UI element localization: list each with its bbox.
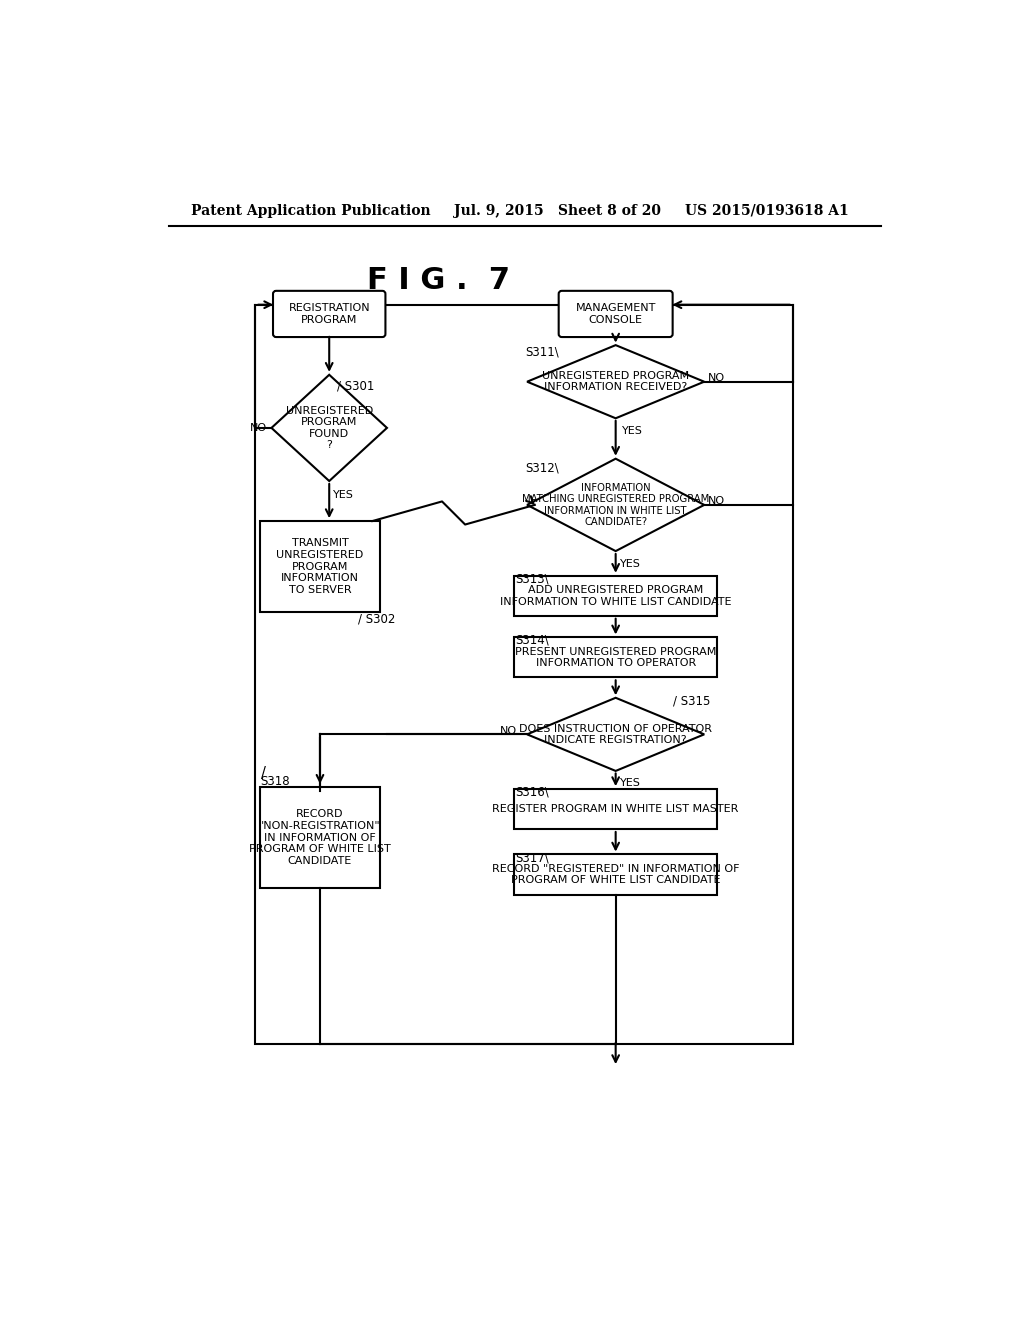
Text: Jul. 9, 2015: Jul. 9, 2015 [454,203,544,218]
Bar [255,305,793,1044]
Text: S318: S318 [260,775,290,788]
Text: NO: NO [708,496,725,506]
Text: REGISTRATION
PROGRAM: REGISTRATION PROGRAM [289,304,370,325]
FancyBboxPatch shape [559,290,673,337]
Text: TRANSMIT
UNREGISTERED
PROGRAM
INFORMATION
TO SERVER: TRANSMIT UNREGISTERED PROGRAM INFORMATIO… [276,539,364,595]
Text: / S302: / S302 [358,612,396,626]
Polygon shape [527,698,705,771]
Text: NO: NO [708,372,725,383]
Text: S312\: S312\ [524,462,558,474]
Bar [514,638,717,677]
Bar [514,789,717,829]
Text: US 2015/0193618 A1: US 2015/0193618 A1 [685,203,849,218]
Polygon shape [527,345,705,418]
Polygon shape [527,459,705,552]
Text: / S301: / S301 [337,379,375,392]
Text: Patent Application Publication: Patent Application Publication [190,203,430,218]
Text: NO: NO [250,422,267,433]
Text: YES: YES [333,490,354,500]
Bar [514,576,717,615]
Text: RECORD "REGISTERED" IN INFORMATION OF
PROGRAM OF WHITE LIST CANDIDATE: RECORD "REGISTERED" IN INFORMATION OF PR… [492,863,739,886]
Text: REGISTER PROGRAM IN WHITE LIST MASTER: REGISTER PROGRAM IN WHITE LIST MASTER [493,804,739,814]
Text: RECORD
"NON-REGISTRATION"
IN INFORMATION OF
PROGRAM OF WHITE LIST
CANDIDATE: RECORD "NON-REGISTRATION" IN INFORMATION… [249,809,391,866]
Text: S317\: S317\ [515,851,549,865]
Text: F I G .  7: F I G . 7 [367,265,510,294]
Text: MANAGEMENT
CONSOLE: MANAGEMENT CONSOLE [575,304,655,325]
FancyBboxPatch shape [273,290,385,337]
Text: S316\: S316\ [515,785,549,799]
Text: S314\: S314\ [515,634,549,647]
Text: ADD UNREGISTERED PROGRAM
INFORMATION TO WHITE LIST CANDIDATE: ADD UNREGISTERED PROGRAM INFORMATION TO … [500,585,731,607]
Text: S311\: S311\ [524,346,558,359]
Text: YES: YES [620,779,640,788]
Bar [514,854,717,895]
Text: NO: NO [500,726,517,735]
Text: PRESENT UNREGISTERED PROGRAM
INFORMATION TO OPERATOR: PRESENT UNREGISTERED PROGRAM INFORMATION… [515,647,717,668]
Text: YES: YES [620,558,640,569]
Text: UNREGISTERED
PROGRAM
FOUND
?: UNREGISTERED PROGRAM FOUND ? [286,405,373,450]
Text: YES: YES [622,425,643,436]
Bar [260,521,380,612]
Text: Sheet 8 of 20: Sheet 8 of 20 [558,203,660,218]
Text: UNREGISTERED PROGRAM
INFORMATION RECEIVED?: UNREGISTERED PROGRAM INFORMATION RECEIVE… [542,371,689,392]
Polygon shape [271,375,387,480]
Text: INFORMATION
MATCHING UNREGISTERED PROGRAM
INFORMATION IN WHITE LIST
CANDIDATE?: INFORMATION MATCHING UNREGISTERED PROGRA… [522,483,710,527]
Text: DOES INSTRUCTION OF OPERATOR
INDICATE REGISTRATION?: DOES INSTRUCTION OF OPERATOR INDICATE RE… [519,723,712,746]
Text: /: / [261,766,266,781]
Bar [260,787,380,888]
Text: / S315: / S315 [674,694,711,708]
Text: S313\: S313\ [515,573,549,585]
